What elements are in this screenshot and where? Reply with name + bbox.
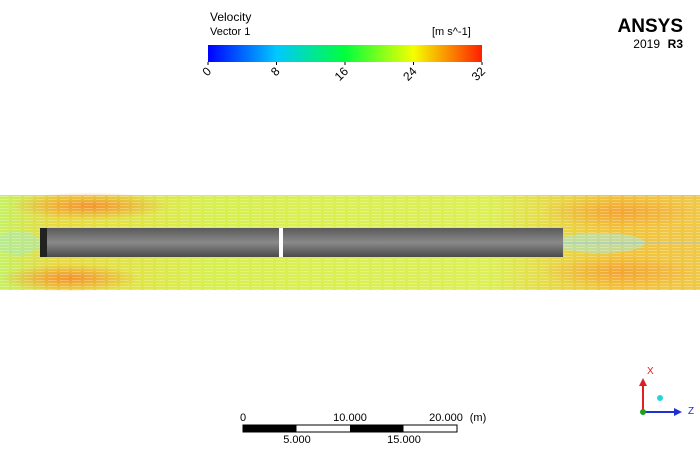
body xyxy=(40,228,563,257)
colorbar-tick-label: 32 xyxy=(469,64,489,84)
scale-label: 20.000 xyxy=(429,412,463,424)
colorbar-tick-label: 8 xyxy=(268,64,283,79)
colorbar-tick-label: 24 xyxy=(400,64,420,84)
colorbar xyxy=(208,45,482,62)
logo-name: ANSYS xyxy=(618,16,683,37)
scale-label: 5.000 xyxy=(283,434,311,446)
colorbar-ticks: 0 8 16 24 32 xyxy=(199,62,488,84)
legend-unit: [m s^-1] xyxy=(432,26,471,38)
scale-label: 15.000 xyxy=(387,434,421,446)
colorbar-tick-label: 0 xyxy=(199,64,214,79)
colorbar-tick-label: 16 xyxy=(332,64,352,84)
scale-label: 10.000 xyxy=(333,412,367,424)
scale-unit: (m) xyxy=(470,412,487,424)
axis-label: Z xyxy=(688,406,694,417)
scale-bar xyxy=(242,424,458,433)
logo-version: 2019 xyxy=(633,37,660,51)
legend-subtitle: Vector 1 xyxy=(210,26,250,38)
logo-release: R3 xyxy=(668,37,684,51)
axis-triad xyxy=(639,378,682,416)
scale-label: 0 xyxy=(240,412,246,424)
legend-title: Velocity xyxy=(210,10,251,24)
axis-label: X xyxy=(647,366,654,377)
